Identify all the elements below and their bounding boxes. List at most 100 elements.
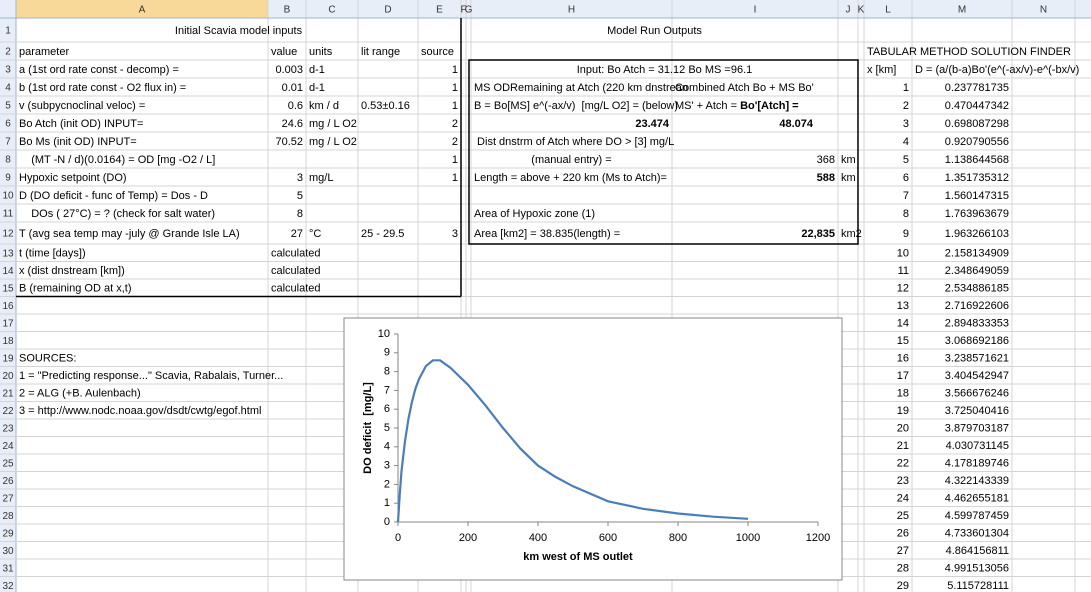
cell-text: 24 xyxy=(897,493,909,505)
cell-text: Length = above + 220 km (Ms to Atch)= xyxy=(474,172,667,184)
cell-text: calculated xyxy=(271,265,321,277)
x-tick-label: 200 xyxy=(459,532,477,544)
cell-text-bold: Bo'[Atch] = xyxy=(740,100,799,112)
cell-text-part: MS' + Atch = xyxy=(675,100,740,112)
column-header: G xyxy=(465,5,473,16)
x-tick-label: 400 xyxy=(529,532,547,544)
x-tick-label: 600 xyxy=(599,532,617,544)
cell-text: 3.879703187 xyxy=(945,423,1009,435)
row-number: 24 xyxy=(2,441,14,452)
row-number: 18 xyxy=(2,336,14,347)
cell-text: 368 xyxy=(817,154,835,166)
y-tick-label: 6 xyxy=(384,403,390,415)
cell-text: 0.53±0.16 xyxy=(361,100,410,112)
x-tick-label: 1000 xyxy=(736,532,760,544)
selected-column-header xyxy=(16,0,268,18)
row-number: 13 xyxy=(2,248,14,259)
cell-text: x [km] xyxy=(867,64,896,76)
cell-text: 4 xyxy=(903,136,909,148)
cell-text: 14 xyxy=(897,318,909,330)
column-header: K xyxy=(858,5,865,16)
range-border xyxy=(468,59,859,245)
y-axis-label: DO deficit [mg/L] xyxy=(362,382,374,474)
row-number: 28 xyxy=(2,511,14,522)
cell-text: 0.698087298 xyxy=(945,118,1009,130)
cell-text: 23 xyxy=(897,475,909,487)
cell-text: 3 xyxy=(297,172,303,184)
cell-text: 4.991513056 xyxy=(945,563,1009,575)
cell-text: d-1 xyxy=(309,64,325,76)
cell-text: 2 xyxy=(452,118,458,130)
column-header: I xyxy=(754,5,757,16)
row-header-bar xyxy=(0,18,16,592)
cell-text: 2 = ALG (+B. Aulenbach) xyxy=(19,388,141,400)
cell-text: 25 xyxy=(897,510,909,522)
cell-text: mg/L xyxy=(309,172,333,184)
cell-text: 24.6 xyxy=(282,118,303,130)
cell-text: source xyxy=(421,46,454,58)
row-number: 23 xyxy=(2,423,14,434)
cell-text: 4.462655181 xyxy=(945,493,1009,505)
cell-text: 2 xyxy=(452,136,458,148)
cell-text: 8 xyxy=(297,208,303,220)
cell-text: calculated xyxy=(271,283,321,295)
cell-text: Bo Atch (init OD) INPUT= xyxy=(19,118,143,130)
cell-text: 0.470447342 xyxy=(945,100,1009,112)
cell-text: 7 xyxy=(903,190,909,202)
y-tick-label: 10 xyxy=(378,328,390,340)
cell-text: 22 xyxy=(897,458,909,470)
cell-text: 1.963266103 xyxy=(945,228,1009,240)
cell-text: D = (a/(b-a)Bo'(e^(-ax/v)-e^(-bx/v) xyxy=(915,64,1079,76)
row-number: 31 xyxy=(2,563,14,574)
cell-text: v (subpycnoclinal veloc) = xyxy=(19,100,145,112)
cell-text: 2.534886185 xyxy=(945,283,1009,295)
cell-text: 3 xyxy=(452,228,458,240)
row-number: 17 xyxy=(2,318,14,329)
cell-text: Bo Ms (init OD) INPUT= xyxy=(19,136,137,148)
column-header: A xyxy=(139,5,146,16)
row-number: 11 xyxy=(3,209,14,220)
cell-text: 16 xyxy=(897,353,909,365)
cell-text: 15 xyxy=(897,335,909,347)
cell-text: a (1st ord rate const - decomp) = xyxy=(19,64,179,76)
row-number: 6 xyxy=(5,119,11,130)
row-number: 16 xyxy=(2,301,14,312)
cell-text: 22,835 xyxy=(801,228,835,240)
cell-text: 6 xyxy=(903,172,909,184)
cell-text: 4.178189746 xyxy=(945,458,1009,470)
y-tick-label: 4 xyxy=(384,441,390,453)
cell-text: mg / L O2 xyxy=(309,136,357,148)
cell-text: x (dist dnstream [km]) xyxy=(19,265,125,277)
cell-text: TABULAR METHOD SOLUTION FINDER xyxy=(867,46,1071,58)
x-axis-label: km west of MS outlet xyxy=(523,551,633,563)
column-header: F xyxy=(460,5,466,16)
cell-text: 1 = "Predicting response..." Scavia, Rab… xyxy=(19,370,283,382)
cell-text: 5 xyxy=(297,190,303,202)
cell-text: Area [km2] = 38.835(length) = xyxy=(474,228,620,240)
x-tick-label: 800 xyxy=(669,532,687,544)
cell-text: value xyxy=(271,46,297,58)
cell-text: 23.474 xyxy=(635,118,670,130)
cell-text: 27 xyxy=(897,545,909,557)
cell-text: 12 xyxy=(897,283,909,295)
y-tick-label: 9 xyxy=(384,347,390,359)
cell-text: 1.560147315 xyxy=(945,190,1009,202)
row-number: 9 xyxy=(5,173,11,184)
cell-text: B (remaining OD at x,t) xyxy=(19,283,131,295)
y-tick-label: 7 xyxy=(384,384,390,396)
cell-text: km xyxy=(841,154,856,166)
x-tick-label: 0 xyxy=(395,532,401,544)
row-number: 2 xyxy=(5,47,11,58)
cell-text: DOs ( 27°C) = ? (check for salt water) xyxy=(19,208,215,220)
cell-text: 4.599787459 xyxy=(945,510,1009,522)
cell-text: D (DO deficit - func of Temp) = Dos - D xyxy=(19,190,208,202)
cell-text: 19 xyxy=(897,405,909,417)
row-number: 20 xyxy=(2,371,14,382)
row-number: 12 xyxy=(2,229,14,240)
row-number: 30 xyxy=(2,546,14,557)
cell-text: 3.404542947 xyxy=(945,370,1009,382)
cell-text: 9 xyxy=(903,228,909,240)
cell-text: mg / L O2 xyxy=(309,118,357,130)
row-number: 4 xyxy=(5,83,11,94)
